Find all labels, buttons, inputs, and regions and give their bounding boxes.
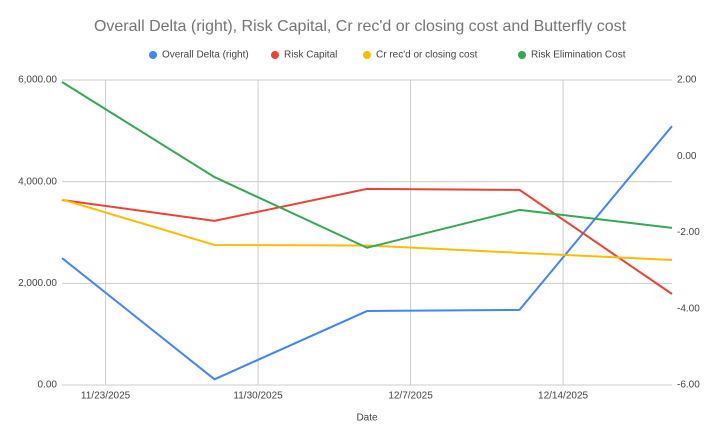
legend-swatch [271, 51, 279, 59]
legend-swatch [518, 51, 526, 59]
y2-tick-label: -6.00 [677, 380, 700, 391]
series-line [61, 125, 673, 381]
y2-tick-label: 2.00 [677, 75, 697, 86]
x-tick-label: 11/23/2025 [81, 391, 131, 402]
y-tick-label: 4,000.00 [18, 176, 57, 187]
series-line [61, 187, 673, 295]
legend-label: Overall Delta (right) [162, 50, 249, 61]
series-line [61, 81, 673, 249]
legend-swatch [363, 51, 371, 59]
legend-swatch [149, 51, 157, 59]
y2-tick-label: 0.00 [677, 151, 697, 162]
x-tick-label: 12/14/2025 [538, 391, 588, 402]
x-tick-label: 11/30/2025 [233, 391, 283, 402]
legend-label: Risk Capital [284, 50, 337, 61]
y2-tick-label: -4.00 [677, 303, 700, 314]
x-tick-label: 12/7/2025 [388, 391, 433, 402]
series-line [61, 198, 673, 261]
y-tick-label: 6,000.00 [18, 75, 57, 86]
y-tick-label: 0.00 [38, 380, 58, 391]
legend-label: Cr rec'd or closing cost [376, 50, 478, 61]
y-tick-label: 2,000.00 [18, 278, 57, 289]
legend-label: Risk Elimination Cost [531, 50, 626, 61]
x-axis-title: Date [356, 413, 378, 424]
y2-tick-label: -2.00 [677, 227, 700, 238]
chart-title: Overall Delta (right), Risk Capital, Cr … [94, 18, 627, 35]
